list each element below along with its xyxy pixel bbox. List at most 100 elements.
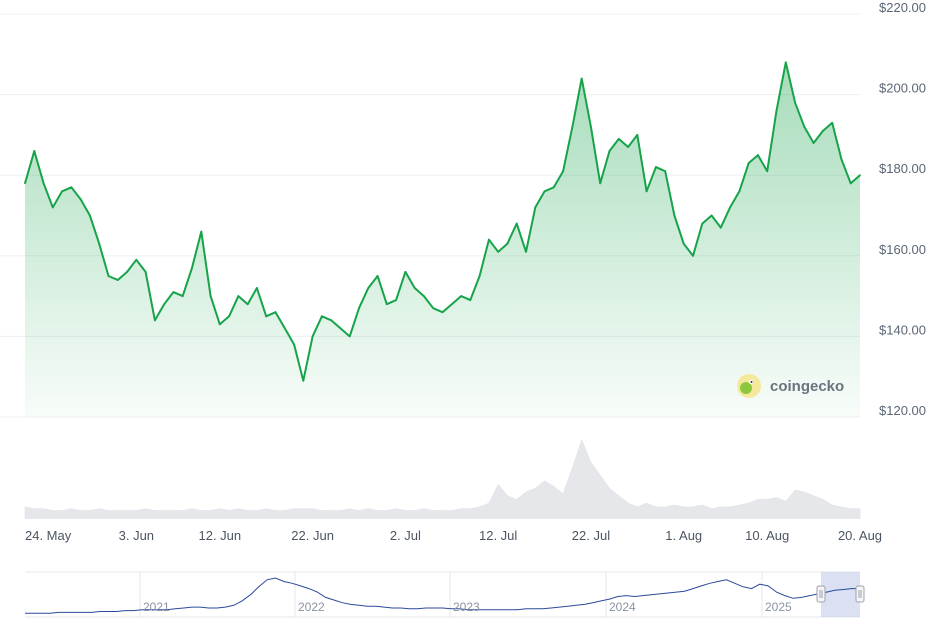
price-point [469, 299, 472, 301]
price-point [599, 182, 602, 185]
price-point [24, 182, 26, 185]
price-point [321, 315, 323, 318]
coingecko-watermark: coingecko [737, 374, 844, 398]
navigator-year-label: 2021 [143, 600, 170, 614]
price-point [822, 130, 824, 132]
price-point [172, 291, 175, 293]
y-axis-labels: $220.00 $200.00 $180.00 $160.00 $140.00 $120.… [879, 0, 926, 418]
price-point [98, 242, 101, 245]
price-point [664, 170, 667, 173]
price-point [33, 150, 36, 152]
range-navigator[interactable]: 2021 2022 2023 2024 2025 [25, 571, 865, 618]
price-point [163, 303, 166, 306]
price-point [627, 146, 629, 148]
x-axis-labels: 24. May 3. Jun 12. Jun 22. Jun 2. Jul 12. Jul… [25, 528, 882, 543]
navigator-left-handle[interactable] [816, 585, 826, 603]
price-point [757, 154, 759, 157]
price-point [803, 125, 806, 128]
price-point [766, 170, 769, 173]
price-point [339, 327, 342, 330]
price-point [89, 214, 91, 217]
price-point [330, 319, 333, 322]
navigator-year-label: 2022 [298, 600, 325, 614]
price-point [376, 275, 379, 277]
price-point [191, 267, 193, 269]
price-point [488, 238, 490, 241]
x-tick-label: 22. Jul [572, 528, 610, 543]
price-point [729, 206, 731, 209]
price-point [274, 311, 277, 314]
navigator-year-label: 2023 [453, 600, 480, 614]
x-tick-label: 12. Jun [199, 528, 242, 543]
price-point [655, 166, 657, 169]
price-point [181, 295, 184, 297]
price-point [775, 109, 778, 112]
price-point [256, 287, 258, 289]
price-point [571, 125, 574, 128]
price-point [209, 295, 212, 297]
price-point [228, 315, 231, 318]
price-point [302, 379, 305, 382]
price-point [831, 121, 834, 124]
price-point [719, 226, 722, 229]
price-point [515, 222, 518, 225]
price-point [135, 258, 138, 261]
price-point [738, 190, 741, 193]
price-point [562, 170, 564, 173]
price-point [348, 335, 351, 338]
price-point [849, 182, 852, 185]
price-area-fill [25, 62, 860, 418]
price-point [70, 186, 73, 189]
price-point [61, 190, 63, 193]
price-point [747, 162, 750, 165]
x-tick-label: 1. Aug [665, 528, 702, 543]
navigator-year-label: 2025 [765, 600, 792, 614]
price-point [246, 303, 249, 306]
x-tick-label: 3. Jun [119, 528, 154, 543]
price-point [79, 198, 82, 201]
y-tick-label: $160.00 [879, 242, 926, 257]
price-point [701, 222, 704, 225]
price-point [460, 295, 462, 297]
price-points [24, 61, 861, 382]
volume-shape [24, 439, 861, 519]
y-tick-label: $140.00 [879, 322, 926, 337]
navigator-year-label: 2024 [609, 600, 636, 614]
navigator-year-labels: 2021 2022 2023 2024 2025 [143, 600, 792, 614]
price-point [580, 77, 583, 80]
price-point [385, 303, 388, 306]
price-point [497, 250, 500, 253]
price-point [710, 214, 713, 217]
price-point [404, 271, 407, 273]
price-point [423, 295, 425, 297]
price-point [636, 134, 639, 136]
volume-area [24, 439, 861, 519]
y-tick-label: $120.00 [879, 403, 926, 418]
price-point [265, 315, 268, 318]
price-point [617, 138, 620, 140]
price-point [534, 206, 537, 209]
navigator-selection[interactable] [821, 572, 860, 617]
x-tick-label: 20. Aug [838, 528, 882, 543]
x-tick-label: 22. Jun [291, 528, 334, 543]
price-point [478, 275, 481, 277]
price-point [812, 142, 815, 144]
y-tick-label: $220.00 [879, 0, 926, 15]
price-point [682, 242, 685, 245]
price-point [413, 287, 416, 289]
price-point [358, 307, 360, 310]
price-point [116, 279, 119, 281]
price-point [784, 61, 787, 64]
price-point [590, 125, 592, 128]
price-point [126, 271, 128, 273]
navigator-right-handle[interactable] [855, 585, 865, 603]
x-tick-label: 2. Jul [390, 528, 421, 543]
price-point [840, 158, 843, 161]
price-point [432, 307, 435, 310]
price-point [395, 299, 397, 301]
price-point [107, 275, 110, 277]
price-point [673, 214, 676, 217]
x-tick-label: 10. Aug [745, 528, 789, 543]
price-point [552, 186, 555, 189]
price-point [144, 271, 147, 273]
